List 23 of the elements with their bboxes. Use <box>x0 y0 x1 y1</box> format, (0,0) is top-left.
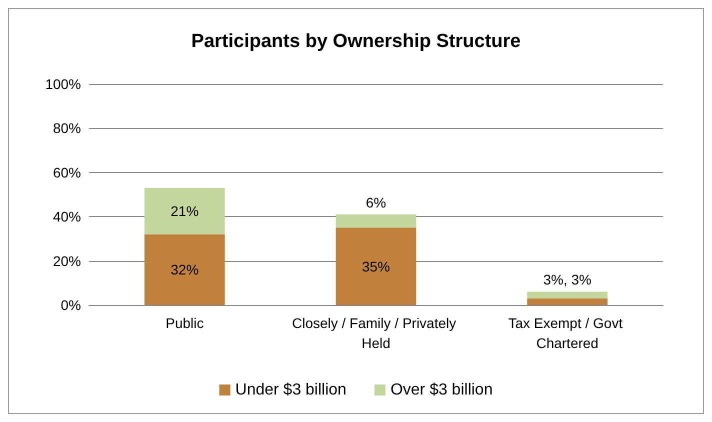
bar <box>527 298 608 305</box>
data-label: 32% <box>170 262 199 278</box>
bar <box>527 292 608 298</box>
chart-title: Participants by Ownership Structure <box>191 31 521 52</box>
data-label: 21% <box>170 203 199 220</box>
x-tick-label: Public <box>166 315 204 331</box>
y-tick-label: 60% <box>52 164 81 180</box>
bar <box>336 214 416 228</box>
bar <box>336 228 416 305</box>
bar <box>144 188 225 234</box>
legend-label: Over $3 billion <box>390 382 493 398</box>
data-label: 3%, 3% <box>543 272 592 288</box>
y-tick-label: 0% <box>60 297 81 313</box>
y-tick-label: 40% <box>52 208 81 225</box>
y-tick-label: 80% <box>52 120 81 136</box>
x-tick-label: Closely / Family / Privately Held <box>292 315 460 351</box>
y-tick-label: 20% <box>52 252 81 269</box>
y-tick-label: 100% <box>45 76 81 92</box>
bar <box>144 234 225 305</box>
x-tick-label: Tax Exempt / Govt Chartered <box>508 315 626 351</box>
legend-label: Under $3 billion <box>235 382 346 398</box>
data-label: 6% <box>366 194 386 210</box>
data-label: 35% <box>362 258 390 274</box>
